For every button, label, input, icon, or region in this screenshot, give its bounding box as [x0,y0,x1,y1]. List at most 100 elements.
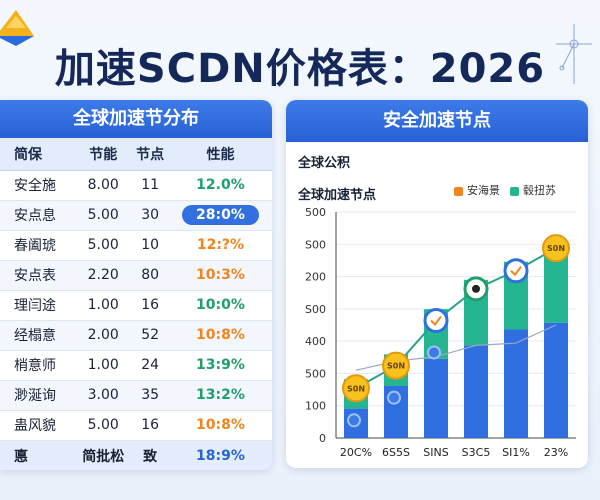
network-deco-icon [556,24,592,84]
table-row: 蛊风貌 5.00 16 10:8% [0,410,272,441]
y-tick-label: 500 [305,206,326,219]
row-energy: 1.00 [75,290,132,321]
row-nodes: 16 [131,410,169,441]
row-performance: 12:?% [168,230,272,261]
page-title: 加速SCDN价格表：2026 [54,46,546,92]
row-name: 蛊风貌 [0,410,76,441]
check-icon [430,315,442,327]
gear-icon [427,345,441,360]
row-performance: 13:2% [168,380,272,411]
row-performance: 28:0% [168,200,272,231]
footer-name: 悳 [0,440,76,470]
y-tick-label: 0 [319,432,326,445]
column-header: 节能 [75,138,132,171]
row-name: 经榻意 [0,320,76,351]
logo-icon [0,10,34,46]
row-name: 春阖琥 [0,230,76,261]
bar-blue [464,345,488,438]
table-row: 安全施 8.00 11 12.0% [0,170,272,201]
row-energy: 3.00 [75,380,132,411]
table-row: 春阖琥 5.00 10 12:?% [0,230,272,261]
coin-marker [342,374,370,403]
chart-title: 全球加速节点 [298,188,377,203]
row-name: 安点息 [0,200,76,231]
check-marker [503,258,529,284]
row-name: 渺涎询 [0,380,76,411]
row-nodes: 35 [131,380,169,411]
bar-teal [544,252,568,323]
row-performance: 12.0% [168,170,272,201]
row-performance: 10:8% [168,410,272,441]
coin-label: S0N [387,362,405,371]
table-header-title: 全球加速节分布 [0,100,272,138]
y-tick-label: S00 [305,238,326,251]
y-tick-label: S00 [305,303,326,316]
row-energy: 5.00 [75,200,132,231]
pricing-table: 简保 节能 节点 性能 安全施 8.00 11 12.0% 安点息 5.00 30 28:0%… [0,138,272,470]
row-nodes: 24 [131,350,169,381]
coin-marker [542,234,570,263]
row-energy: 5.00 [75,230,132,261]
x-tick-label: S3C5 [462,446,491,459]
row-energy: 8.00 [75,170,132,201]
table-row: 经榻意 2.00 52 10:8% [0,320,272,351]
y-tick-label: 400 [305,335,326,348]
highlight-pill: 28:0% [182,205,259,225]
coin-label: S0N [347,384,365,393]
row-nodes: 80 [131,260,169,291]
footer-energy: 简批松 [75,440,132,470]
chart-legend: 安海景 毂扭苏 [454,182,556,198]
bar-blue [504,329,528,438]
y-tick-label: 500 [305,367,326,380]
row-nodes: 52 [131,320,169,351]
y-tick-label: 100 [305,400,326,413]
row-performance: 10:0% [168,290,272,321]
row-name: 安点表 [0,260,76,291]
row-performance: 10:3% [168,260,272,291]
coin-marker [382,351,410,380]
check-marker [423,307,449,333]
row-nodes: 16 [131,290,169,321]
row-nodes: 30 [131,200,169,231]
table-row: 渺涎询 3.00 35 13:2% [0,380,272,411]
column-header: 节点 [131,138,169,171]
row-performance: 10:8% [168,320,272,351]
gear-icon [347,413,361,428]
coin-label: S0N [547,244,565,253]
table-row: 安点息 5.00 30 28:0% [0,200,272,231]
footer-performance: 18:9% [168,440,272,470]
gear-icon [387,390,401,405]
row-nodes: 10 [131,230,169,261]
legend-item: 毂扭苏 [510,182,556,198]
row-performance: 13:9% [168,350,272,381]
chart-subheader: 全球公积 [298,156,351,171]
table-footer-row: 悳简批松致 18:9% [0,440,272,470]
check-icon [510,266,522,277]
bar-blue [424,358,448,438]
x-tick-label: SI1% [502,446,530,459]
badge-icon [472,284,480,293]
row-nodes: 11 [131,170,169,201]
footer-nodes: 致 [131,440,169,470]
bar-blue [544,322,568,438]
bar-chart: 0 100 500 400 S00 200 S00 500 20C% 6S5S SINS S3C5 SI… [305,206,576,459]
x-tick-label: 23% [544,446,568,459]
x-tick-label: 20C% [340,446,372,459]
chart-panel-title: 安全加速节点 [286,100,588,142]
table-row: 梢意师 1.00 24 13:9% [0,350,272,381]
x-tick-label: SINS [423,446,448,459]
column-header: 性能 [168,138,272,171]
row-name: 安全施 [0,170,76,201]
x-tick-label: 6S5S [382,446,410,459]
row-name: 理闫途 [0,290,76,321]
row-name: 梢意师 [0,350,76,381]
row-energy: 2.00 [75,320,132,351]
row-energy: 1.00 [75,350,132,381]
y-tick-label: 200 [305,271,326,284]
row-energy: 5.00 [75,410,132,441]
table-row: 理闫途 1.00 16 10:0% [0,290,272,321]
table-row: 安点表 2.20 80 10:3% [0,260,272,291]
pricing-table-panel: 全球加速节分布 简保 节能 节点 性能 安全施 8.00 11 12.0% 安点息 5.0… [0,100,272,470]
chart-panel: 安全加速节点 全球公积 全球加速节点 安海景 毂扭苏 0 100 500 400 S00… [286,100,588,468]
legend-item: 安海景 [454,182,500,198]
